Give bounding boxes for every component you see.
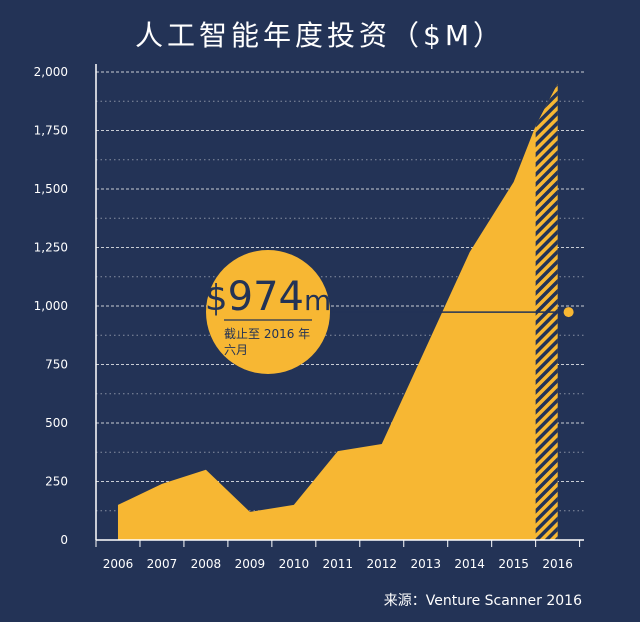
x-tick-label: 2010 (279, 557, 310, 571)
callout-value-prefix: $ (205, 278, 228, 319)
x-tick-label: 2016 (542, 557, 573, 571)
chart-title: 人工智能年度投资（$M） (135, 19, 505, 52)
y-tick-label: 250 (45, 475, 68, 489)
callout-marker-dot (563, 307, 574, 318)
y-tick-label: 1,000 (34, 299, 68, 313)
y-tick-label: 750 (45, 358, 68, 372)
x-tick-label: 2013 (410, 557, 441, 571)
x-tick-label: 2011 (323, 557, 354, 571)
y-tick-label: 1,750 (34, 124, 68, 138)
x-tick-label: 2008 (191, 557, 222, 571)
x-tick-label: 2006 (103, 557, 134, 571)
callout-value-suffix: m (304, 284, 331, 317)
callout-value-number: 974 (228, 274, 304, 320)
callout-note-line1: 截止至 2016 年 (224, 327, 310, 341)
tick-labels: 0 250 500 750 1,000 1,250 1,500 1,750 2,000 2006 2… (34, 65, 573, 571)
y-tick-label: 1,500 (34, 182, 68, 196)
x-tick-label: 2015 (498, 557, 529, 571)
callout-circle (206, 250, 330, 374)
area-fill (117, 83, 558, 540)
x-tick-label: 2009 (235, 557, 266, 571)
x-tick-label: 2014 (454, 557, 485, 571)
axes (95, 64, 584, 547)
y-tick-label: 2,000 (34, 65, 68, 79)
x-tick-label: 2007 (147, 557, 178, 571)
y-tick-label: 1,250 (34, 241, 68, 255)
y-tick-label: 500 (45, 416, 68, 430)
callout-value: $974m (205, 274, 332, 320)
callout-annotation: $974m 截止至 2016 年 六月 (205, 250, 574, 374)
callout-note-line2: 六月 (224, 343, 248, 357)
x-tick-label: 2012 (366, 557, 397, 571)
y-tick-label: 0 (60, 533, 68, 547)
source-note: 来源：Venture Scanner 2016 (383, 593, 582, 609)
